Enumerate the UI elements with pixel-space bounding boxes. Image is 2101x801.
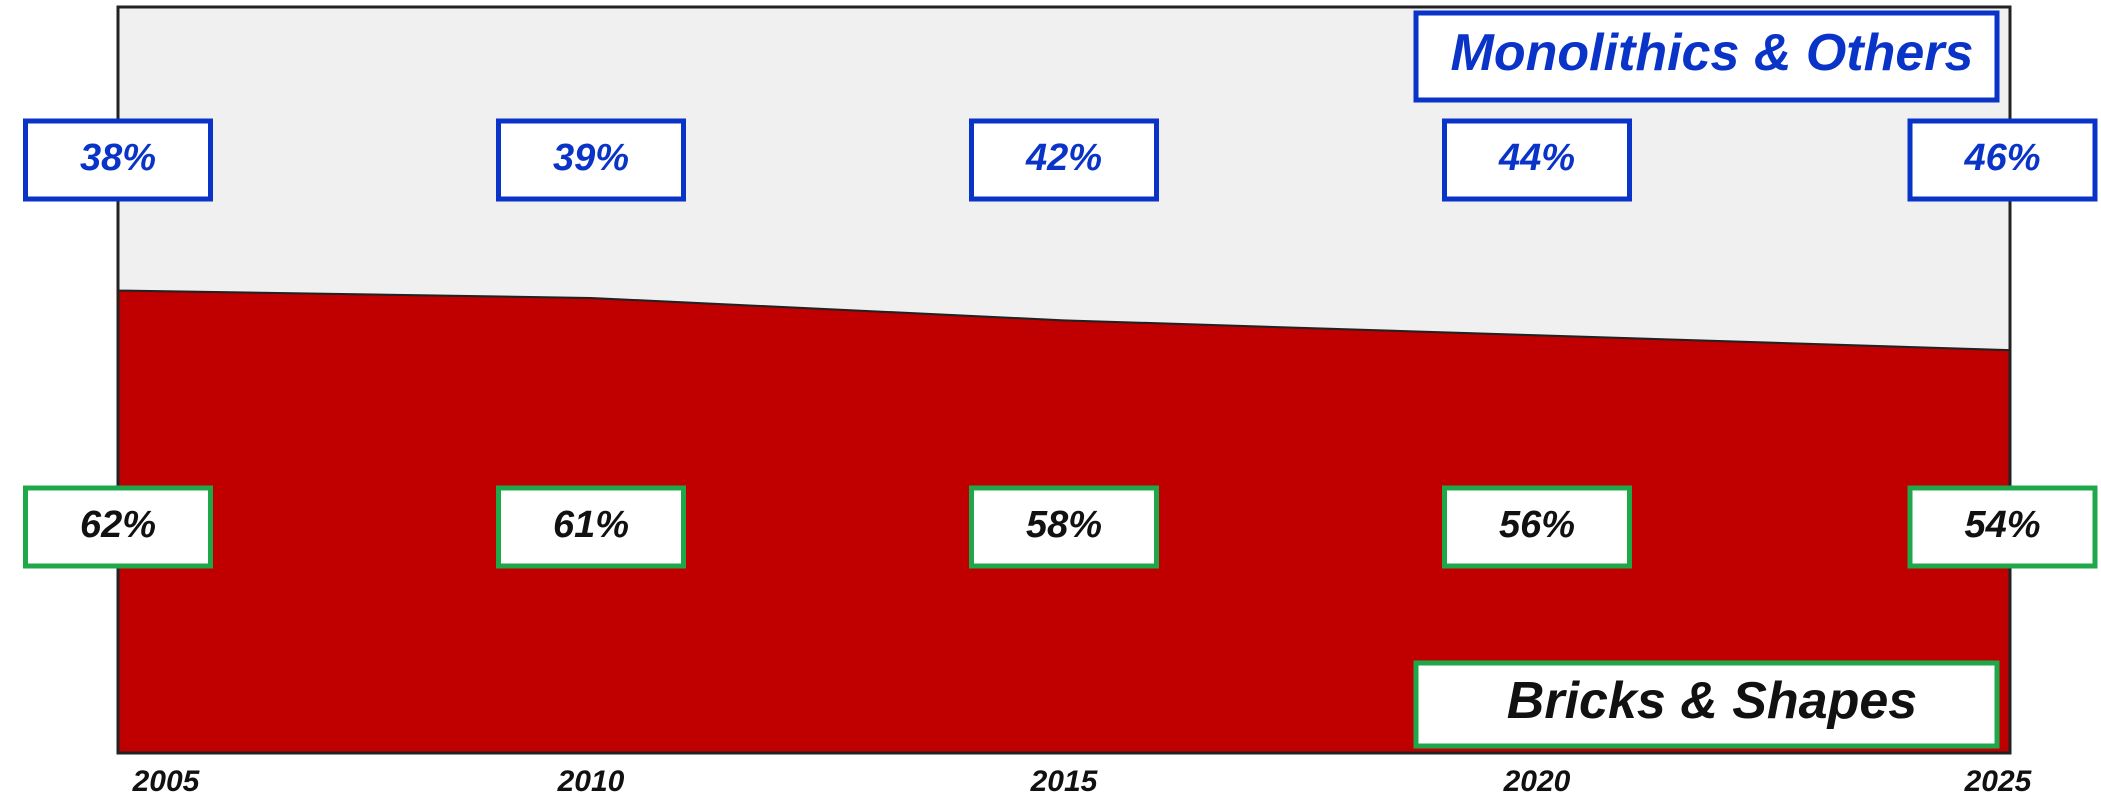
value-label-box [23,485,213,569]
value-label: 38% [80,137,156,179]
x-tick-label: 2025 [1964,765,2033,798]
legend-box [1413,660,2000,749]
value-label: 44% [1498,137,1575,179]
value-label: 56% [1499,504,1575,546]
value-label-box [1442,485,1632,569]
value-label-box [496,118,686,202]
value-label: 46% [1963,137,2040,179]
x-tick-label: 2005 [132,765,201,798]
value-label: 42% [1025,137,1102,179]
value-label-box [969,485,1159,569]
value-label: 62% [80,504,156,546]
value-label-box [1907,118,2098,202]
value-label-box [496,485,686,569]
legend-box [1413,10,2000,103]
value-label: 61% [553,504,629,546]
value-label-box [1442,118,1632,202]
x-tick-label: 2010 [557,765,625,798]
x-tick-label: 2015 [1030,765,1099,798]
legend-label: Monolithics & Others [1451,24,1974,82]
value-label-box [23,118,213,202]
legend-label: Bricks & Shapes [1507,672,1917,730]
value-label: 54% [1964,504,2040,546]
value-label: 39% [553,137,629,179]
value-label: 58% [1026,504,1102,546]
value-label-box [1907,485,2098,569]
x-tick-label: 2020 [1503,765,1571,798]
value-label-box [969,118,1159,202]
plot-frame [116,5,2012,755]
